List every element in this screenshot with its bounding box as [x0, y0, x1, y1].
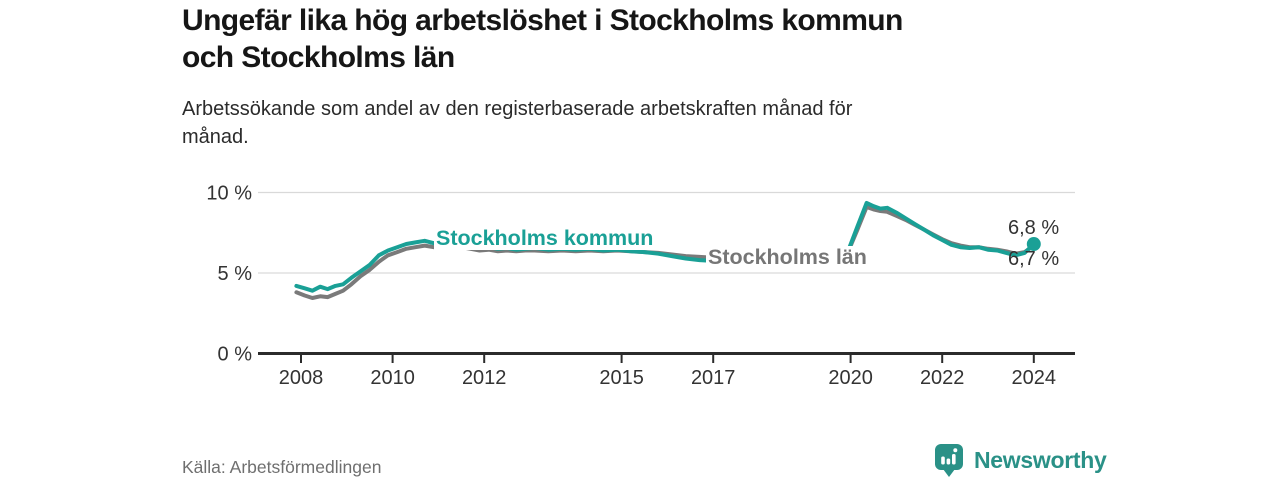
end-value-label-kommun: 6,8 % — [1008, 217, 1060, 239]
x-tick-label-2012: 2012 — [462, 367, 507, 389]
chart-subtitle-line2: månad. — [182, 126, 249, 148]
tick-label-layer: 0 % 5 % 10 % 2008 2010 2012 2015 2017 2020 2022 20… — [206, 183, 1056, 390]
newsworthy-bubble-chart-icon — [935, 444, 963, 477]
x-tick-label-2022: 2022 — [920, 367, 965, 389]
y-tick-label-10: 10 % — [206, 183, 252, 205]
grid-layer — [258, 191, 1075, 274]
page-title-line1: Ungefär lika hög arbetslöshet i Stockhol… — [182, 4, 903, 37]
page-title: Ungefär lika hög arbetslöshet i Stockhol… — [182, 2, 1132, 76]
chart-subtitle: Arbetssökande som andel av den registerb… — [182, 95, 852, 151]
series-line-kommun — [294, 201, 1036, 293]
x-tick-label-2015: 2015 — [599, 367, 644, 389]
x-tick-label-2020: 2020 — [828, 367, 873, 389]
y-tick-label-0: 0 % — [218, 344, 253, 366]
page-title-line2: och Stockholms län — [182, 41, 455, 74]
brand-name: Newsworthy — [974, 447, 1107, 473]
series-line-lan — [294, 205, 1036, 300]
x-tick-label-2008: 2008 — [279, 367, 324, 389]
source-note: Källa: Arbetsförmedlingen — [182, 457, 382, 477]
axis-layer — [258, 352, 1075, 363]
y-tick-label-5: 5 % — [218, 263, 253, 285]
end-value-label-lan: 6,7 % — [1008, 248, 1060, 270]
series-label-stockholms-kommun: Stockholms kommun — [434, 226, 656, 250]
series-layer — [294, 201, 1041, 300]
x-tick-label-2010: 2010 — [370, 367, 415, 389]
x-tick-label-2024: 2024 — [1012, 367, 1057, 389]
x-tick-label-2017: 2017 — [691, 367, 736, 389]
series-end-dot — [1026, 237, 1041, 252]
newsworthy-logo: Newsworthy — [934, 443, 1107, 478]
series-label-stockholms-lan: Stockholms län — [706, 245, 869, 269]
chart-subtitle-line1: Arbetssökande som andel av den registerb… — [182, 98, 853, 120]
